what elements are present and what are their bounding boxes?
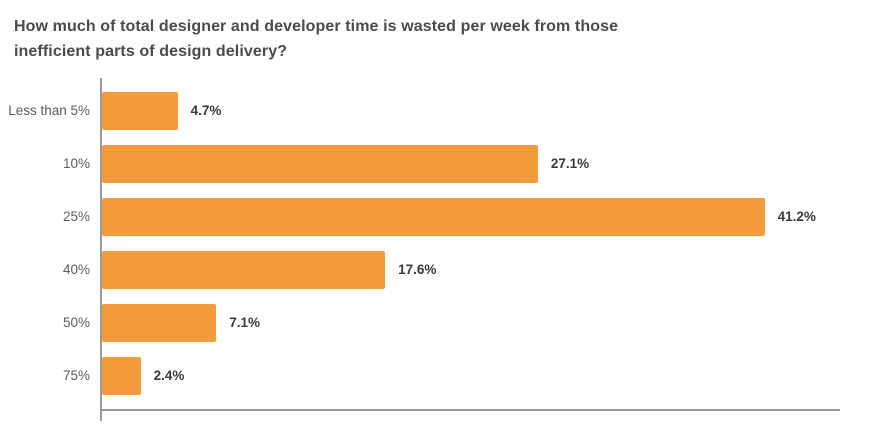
y-axis-line [100,78,102,421]
x-axis-line [100,409,840,411]
value-label: 41.2% [777,209,816,224]
category-label: Less than 5% [8,103,90,118]
bar-row: 50% 7.1% [0,296,874,349]
bar-track: 4.7% [102,91,874,130]
bar-track: 41.2% [102,197,874,236]
value-label: 17.6% [398,262,437,277]
bar-row: 10% 27.1% [0,137,874,190]
bar-track: 27.1% [102,144,874,183]
chart-title-line-1: How much of total designer and developer… [14,18,619,35]
value-label: 27.1% [550,156,590,171]
bar-track: 7.1% [102,303,874,342]
bar-track: 17.6% [102,250,874,289]
bar [102,144,538,183]
bar [102,91,178,130]
value-label: 7.1% [229,315,260,330]
bar [102,303,217,342]
bar-row: 25% 41.2% [0,190,874,243]
bar [102,250,386,289]
bar-row: 40% 17.6% [0,243,874,296]
bar-rows: Less than 5% 4.7% 10% 27.1% 25% 41.2% 40% 17.6%… [0,84,874,402]
bar [102,197,765,236]
chart-title: How much of total designer and developer… [14,15,654,64]
category-label: 75% [62,368,90,383]
category-label: 50% [62,315,90,330]
category-label: 10% [62,156,90,171]
bar-row: 75% 2.4% [0,349,874,402]
category-label: 25% [62,209,90,224]
bar [102,356,141,395]
bar-row: Less than 5% 4.7% [0,84,874,137]
chart-title-line-2: inefficient parts of design delivery? [14,42,288,60]
bar-track: 2.4% [102,356,874,395]
value-label: 2.4% [153,368,185,383]
category-label: 40% [62,262,90,277]
value-label: 4.7% [190,103,222,118]
